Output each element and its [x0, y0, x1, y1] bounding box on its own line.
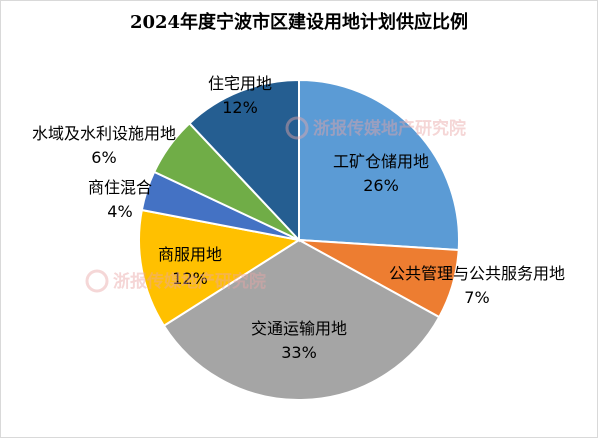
slice-percent-4: 4%: [107, 202, 132, 221]
pie-slice-2: [162, 238, 441, 401]
pie-labels: 工矿仓储用地 26% 公共管理与公共服务用地 7% 交通运输用地 33% 商服用地 12% 商住…: [32, 74, 565, 362]
chart-title: 2024年度宁波市区建设用地计划供应比例: [129, 12, 469, 33]
slice-label-6: 住宅用地: [208, 74, 272, 93]
slice-percent-3: 12%: [172, 269, 208, 288]
pie-slice-6: [188, 78, 300, 243]
slice-percent-6: 12%: [222, 98, 258, 117]
watermark-logo-icon: [285, 116, 309, 140]
watermark-logo-icon: [85, 269, 109, 293]
slice-label-2: 交通运输用地: [251, 319, 347, 338]
slice-label-4: 商住混合: [88, 178, 152, 197]
slice-label-3: 商服用地: [158, 245, 222, 264]
pie-slice-3: [138, 208, 302, 328]
slice-percent-2: 33%: [281, 343, 317, 362]
slice-percent-5: 6%: [91, 148, 116, 167]
slice-percent-0: 26%: [363, 176, 399, 195]
watermark-text-0: 浙报传媒地产研究院: [313, 118, 466, 139]
slice-label-1: 公共管理与公共服务用地: [389, 264, 565, 283]
pie-slices: [138, 78, 460, 401]
slice-percent-1: 7%: [464, 288, 489, 307]
watermark-text-1: 浙报传媒地产研究院: [113, 271, 266, 292]
slice-label-5: 水域及水利设施用地: [32, 124, 176, 143]
slice-label-0: 工矿仓储用地: [333, 152, 429, 171]
pie-slice-0: [298, 78, 460, 252]
